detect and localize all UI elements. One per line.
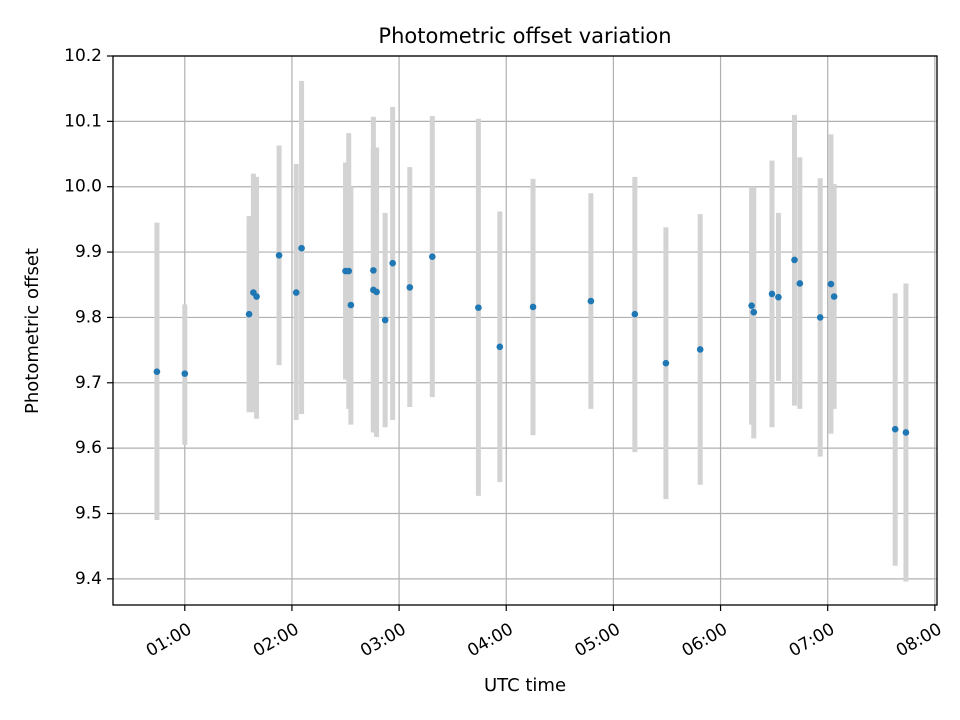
y-tick-label: 9.4 bbox=[75, 569, 102, 589]
data-point bbox=[891, 425, 899, 433]
data-point bbox=[816, 314, 824, 321]
data-point bbox=[406, 284, 414, 291]
data-point bbox=[796, 280, 804, 287]
data-point bbox=[748, 302, 755, 309]
y-tick-label: 9.9 bbox=[75, 242, 102, 262]
point-layer bbox=[153, 244, 910, 436]
x-axis-title: UTC time bbox=[484, 675, 566, 696]
data-point bbox=[275, 252, 283, 259]
y-tick-label: 9.6 bbox=[75, 438, 102, 458]
data-point bbox=[429, 253, 436, 260]
data-point bbox=[298, 244, 305, 252]
data-point bbox=[345, 267, 353, 275]
grid-layer bbox=[113, 55, 937, 605]
data-point bbox=[587, 297, 595, 305]
data-point bbox=[827, 280, 835, 288]
y-tick-label: 9.7 bbox=[75, 373, 102, 393]
data-point bbox=[662, 359, 670, 367]
data-point bbox=[389, 259, 396, 267]
data-point bbox=[791, 256, 798, 264]
data-point bbox=[631, 310, 639, 318]
data-point bbox=[245, 310, 253, 318]
y-tick-label: 9.5 bbox=[75, 504, 102, 524]
data-point bbox=[775, 293, 782, 301]
y-tick-label: 10.1 bbox=[64, 111, 102, 131]
data-point bbox=[475, 304, 482, 311]
y-axis-title: Photometric offset bbox=[22, 248, 43, 414]
data-point bbox=[529, 303, 537, 311]
plot-frame bbox=[112, 55, 938, 606]
data-point bbox=[768, 290, 776, 298]
data-point bbox=[830, 293, 838, 300]
chart-title: Photometric offset variation bbox=[378, 24, 671, 48]
data-point bbox=[347, 301, 355, 309]
y-tick-label: 9.8 bbox=[75, 307, 102, 327]
data-point bbox=[750, 308, 758, 316]
data-point bbox=[381, 316, 389, 324]
data-point bbox=[292, 289, 300, 296]
data-point bbox=[153, 368, 161, 375]
data-point bbox=[902, 429, 910, 436]
y-tick-label: 10.2 bbox=[64, 46, 102, 66]
data-point bbox=[496, 343, 504, 351]
data-point bbox=[370, 267, 377, 274]
data-point bbox=[181, 370, 189, 377]
data-point bbox=[253, 293, 260, 300]
data-point bbox=[696, 346, 704, 353]
data-point bbox=[373, 288, 380, 296]
y-tick-label: 10.0 bbox=[64, 177, 102, 197]
